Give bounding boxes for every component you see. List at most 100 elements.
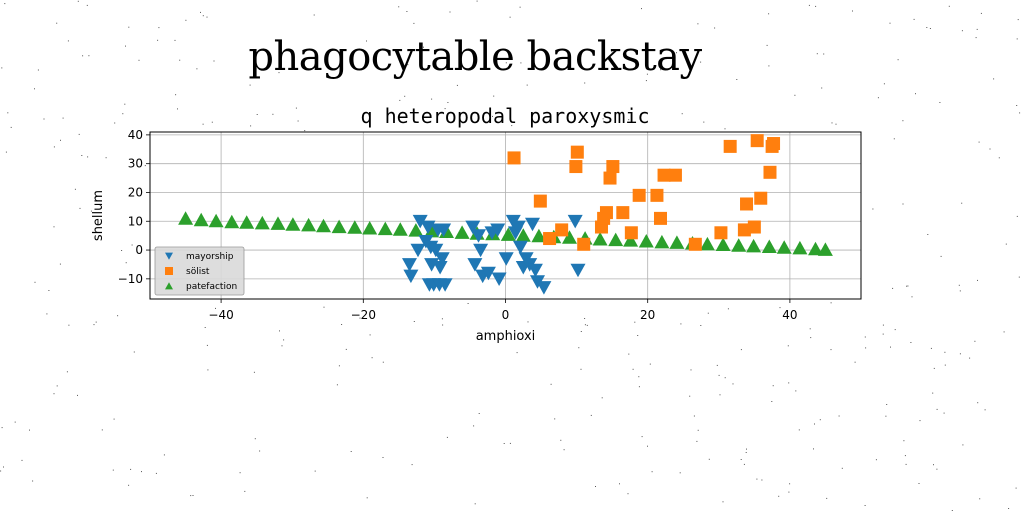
speckle-dot <box>1008 508 1010 509</box>
x-tick-label: −20 <box>351 308 376 322</box>
data-point-triangle-down <box>510 220 526 235</box>
speckle-dot <box>207 369 209 371</box>
speckle-dot <box>56 22 58 24</box>
legend-marker-triangle-up <box>165 282 173 290</box>
data-point-triangle-up <box>285 217 301 231</box>
speckle-dot <box>0 470 2 472</box>
speckle-dot <box>578 347 580 349</box>
speckle-dot <box>5 151 7 153</box>
speckle-dot <box>772 385 774 387</box>
speckle-dot <box>826 497 828 499</box>
legend-label-solist: sölist <box>186 267 210 277</box>
data-point-triangle-up <box>608 232 624 247</box>
speckle-dot <box>256 114 258 115</box>
speckle-dot <box>883 83 885 85</box>
speckle-dot <box>660 69 662 71</box>
data-point-triangle-up <box>392 222 408 236</box>
data-point-square <box>737 223 751 237</box>
speckle-dot <box>474 503 476 505</box>
speckle-dot <box>838 415 840 417</box>
speckle-dot <box>1 427 3 429</box>
speckle-dot <box>724 128 726 130</box>
speckle-dot <box>627 493 629 495</box>
speckle-dot <box>179 59 181 61</box>
data-point-square <box>616 206 630 220</box>
speckle-dot <box>926 27 928 28</box>
speckle-dot <box>830 302 832 304</box>
speckle-dot <box>81 155 83 156</box>
speckle-dot <box>933 464 934 466</box>
speckle-dot <box>87 156 89 158</box>
speckle-dot <box>404 95 406 97</box>
speckle-dot <box>611 51 613 53</box>
data-point-triangle-up <box>239 215 255 229</box>
speckle-dot <box>761 479 763 481</box>
speckle-dot <box>727 308 729 310</box>
speckle-dot <box>369 334 371 336</box>
x-tick-label: −40 <box>208 308 233 322</box>
speckle-dot <box>944 364 946 366</box>
speckle-dot <box>745 452 747 453</box>
speckle-dot <box>877 97 879 99</box>
speckle-dot <box>114 122 116 124</box>
speckle-dot <box>645 80 647 82</box>
speckle-dot <box>815 5 817 7</box>
speckle-dot <box>1016 105 1018 106</box>
speckle-dot <box>516 352 518 354</box>
speckle-dot <box>628 119 630 121</box>
speckle-dot <box>854 361 856 363</box>
speckle-dot <box>77 0 79 2</box>
data-point-triangle-up <box>654 234 670 249</box>
speckle-dot <box>740 349 742 351</box>
speckle-dot <box>467 303 469 304</box>
speckle-dot <box>478 413 480 414</box>
data-point-triangle-down <box>480 266 496 281</box>
speckle-dot <box>936 468 938 470</box>
speckle-dot <box>196 68 198 70</box>
speckle-dot <box>244 490 246 492</box>
speckle-dot <box>492 115 493 117</box>
speckle-dot <box>882 333 884 335</box>
speckle-dot <box>961 202 963 204</box>
data-point-triangle-up <box>254 215 270 230</box>
speckle-dot <box>580 331 582 332</box>
speckle-dot <box>175 94 177 96</box>
speckle-dot <box>43 118 45 120</box>
data-point-square <box>632 188 646 202</box>
speckle-dot <box>14 421 16 423</box>
speckle-dot <box>697 429 699 431</box>
speckle-dot <box>1016 215 1018 217</box>
speckle-dot <box>696 440 698 442</box>
y-tick-label: 10 <box>128 214 143 228</box>
speckle-dot <box>907 285 909 287</box>
speckle-dot <box>646 73 648 75</box>
data-point-triangle-down <box>467 258 483 272</box>
speckle-dot <box>641 436 643 438</box>
data-point-triangle-down <box>403 269 419 284</box>
speckle-dot <box>82 55 84 57</box>
data-point-triangle-up <box>562 230 577 244</box>
speckle-dot <box>892 287 894 289</box>
speckle-dot <box>810 337 812 339</box>
speckle-dot <box>864 505 866 506</box>
speckle-dot <box>90 210 92 212</box>
speckle-dot <box>974 340 976 342</box>
data-point-triangle-down <box>432 261 448 275</box>
speckle-dot <box>398 6 400 8</box>
speckle-dot <box>202 123 204 125</box>
speckle-dot <box>371 357 373 359</box>
speckle-dot <box>62 117 64 119</box>
speckle-dot <box>456 84 458 86</box>
speckle-dot <box>93 324 95 326</box>
speckle-dot <box>779 307 781 309</box>
speckle-dot <box>53 146 55 148</box>
speckle-dot <box>53 226 55 228</box>
data-point-triangle-down <box>465 220 481 235</box>
speckle-dot <box>864 336 866 338</box>
speckle-dot <box>872 208 874 210</box>
y-tick-label: −10 <box>118 272 143 286</box>
data-point-triangle-down <box>434 252 450 266</box>
data-point-triangle-down <box>525 217 540 232</box>
speckle-dot <box>1018 276 1020 278</box>
speckle-dot <box>21 459 23 461</box>
